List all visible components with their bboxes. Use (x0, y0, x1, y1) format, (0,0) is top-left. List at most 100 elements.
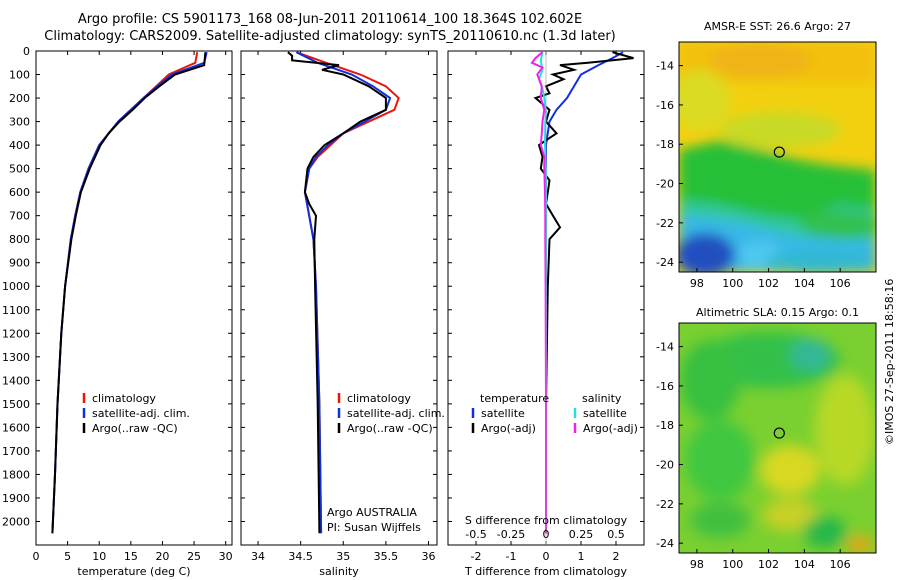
sst-map-xtick-label: 98 (690, 277, 704, 290)
depth-tick-label: 200 (9, 92, 30, 105)
sla-map-frame (678, 322, 877, 554)
depth-tick-label: 1600 (2, 421, 30, 434)
difference-xlabel: T difference from climatology (464, 565, 627, 578)
depth-tick-label: 600 (9, 186, 30, 199)
difference-legend-label: satellite (583, 407, 627, 420)
depth-tick-label: 300 (9, 116, 30, 129)
depth-tick-label: 1300 (2, 351, 30, 364)
salinity-xtick-label: 36 (421, 550, 435, 563)
temperature-series-climatology (51, 52, 199, 534)
salinity-legend-label: Argo(..raw -QC) (347, 422, 433, 435)
sst-map-ytick-label: -22 (656, 217, 674, 230)
temperature-xlabel: temperature (deg C) (77, 565, 190, 578)
salinity-series-argo-raw-qc- (287, 51, 387, 534)
temperature-xtick-label: 20 (155, 550, 169, 563)
salinity-series-satellite-adj-clim- (295, 51, 392, 534)
sst-map-frame (678, 41, 877, 273)
depth-tick-label: 1000 (2, 280, 30, 293)
sst-map-ytick-label: -18 (656, 138, 674, 151)
salinity-annotation: Argo AUSTRALIA (327, 506, 417, 519)
depth-tick-label: 1400 (2, 374, 30, 387)
difference-xtick-label: 2 (613, 550, 620, 563)
salinity-annotation: PI: Susan Wijffels (327, 521, 421, 534)
depth-tick-label: 800 (9, 233, 30, 246)
sst-map-ytick-label: -24 (656, 256, 674, 269)
temperature-legend-label: satellite-adj. clim. (92, 407, 190, 420)
difference-xtick-label: 1 (578, 550, 585, 563)
salinity-series-climatology (296, 51, 400, 534)
sst-map-xtick-label: 102 (758, 277, 779, 290)
salinity-legend-label: satellite-adj. clim. (347, 407, 445, 420)
temperature-xtick-label: 0 (33, 550, 40, 563)
sla-map-ytick-label: -16 (656, 380, 674, 393)
depth-tick-label: 500 (9, 163, 30, 176)
difference-xtick-label: -2 (471, 550, 482, 563)
difference-salinity-tick-label: -0.25 (497, 528, 525, 541)
salinity-xlabel: salinity (319, 565, 359, 578)
sla-map-argo-marker (773, 427, 785, 439)
salinity-legend-label: climatology (347, 392, 411, 405)
salinity-xtick-label: 34.5 (288, 550, 313, 563)
depth-tick-label: 1800 (2, 468, 30, 481)
salinity-xtick-label: 35.5 (374, 550, 399, 563)
salinity-frame (240, 50, 438, 546)
depth-tick-label: 2000 (2, 515, 30, 528)
title-line-2: Climatology: CARS2009. Satellite-adjuste… (44, 29, 616, 44)
depth-tick-label: 1200 (2, 327, 30, 340)
depth-tick-label: 1700 (2, 445, 30, 458)
temperature-series-argo-raw-qc- (51, 52, 207, 534)
depth-tick-label: 1900 (2, 492, 30, 505)
sst-map-field (679, 42, 876, 272)
sla-map-ytick-label: -14 (656, 341, 674, 354)
difference-legend-label: Argo(-adj) (481, 422, 536, 435)
sla-map-ytick-label: -18 (656, 419, 674, 432)
depth-tick-label: 400 (9, 139, 30, 152)
sst-map-title: AMSR-E SST: 26.6 Argo: 27 (704, 20, 851, 33)
sla-map-xtick-label: 100 (722, 558, 743, 571)
depth-tick-label: 1500 (2, 398, 30, 411)
temperature-legend-label: Argo(..raw -QC) (92, 422, 178, 435)
sla-map-xtick-label: 98 (690, 558, 704, 571)
sst-map-ytick-label: -14 (656, 60, 674, 73)
difference-top-label: S difference from climatology (465, 514, 628, 527)
sst-map-xtick-label: 106 (830, 277, 851, 290)
sla-map-title: Altimetric SLA: 0.15 Argo: 0.1 (696, 306, 859, 319)
depth-tick-label: 700 (9, 210, 30, 223)
sla-map-ytick-label: -22 (656, 498, 674, 511)
title-line-1: Argo profile: CS 5901173_168 08-Jun-2011… (77, 12, 583, 27)
difference-salinity-tick-label: -0.5 (465, 528, 486, 541)
sla-map-ytick-label: -20 (656, 459, 674, 472)
difference-legend-title-temp: temperature (480, 392, 549, 405)
difference-xtick-label: 0 (543, 550, 550, 563)
depth-tick-label: 1100 (2, 304, 30, 317)
sla-map-ytick-label: -24 (656, 537, 674, 550)
salinity-xtick-label: 35 (336, 550, 350, 563)
sla-map-xtick-label: 106 (830, 558, 851, 571)
salinity-xtick-label: 34 (251, 550, 265, 563)
sst-map-xtick-label: 100 (722, 277, 743, 290)
temperature-legend-label: climatology (92, 392, 156, 405)
temperature-xtick-label: 10 (92, 550, 106, 563)
temperature-frame (35, 50, 233, 546)
depth-tick-label: 100 (9, 69, 30, 82)
sla-map-xtick-label: 102 (758, 558, 779, 571)
sst-map-ytick-label: -16 (656, 99, 674, 112)
difference-series-salinity-argo-adj- (530, 51, 547, 534)
difference-series-temperature-argo-adj- (533, 51, 634, 534)
temperature-xtick-label: 25 (187, 550, 201, 563)
depth-tick-label: 0 (23, 45, 30, 58)
difference-salinity-tick-label: 0.25 (569, 528, 594, 541)
difference-series-temperature-satellite (545, 51, 624, 534)
sst-map-argo-marker (773, 146, 785, 158)
temperature-series-satellite-adj-clim- (51, 51, 208, 534)
difference-legend-label: Argo(-adj) (583, 422, 638, 435)
sla-map-field (679, 323, 876, 553)
difference-legend-title-sal: salinity (582, 392, 622, 405)
temperature-xtick-label: 5 (64, 550, 71, 563)
difference-salinity-tick-label: 0.5 (607, 528, 625, 541)
sst-map-xtick-label: 104 (794, 277, 815, 290)
difference-xtick-label: -1 (506, 550, 517, 563)
temperature-xtick-label: 30 (219, 550, 233, 563)
difference-legend-label: satellite (481, 407, 525, 420)
depth-tick-label: 900 (9, 257, 30, 270)
